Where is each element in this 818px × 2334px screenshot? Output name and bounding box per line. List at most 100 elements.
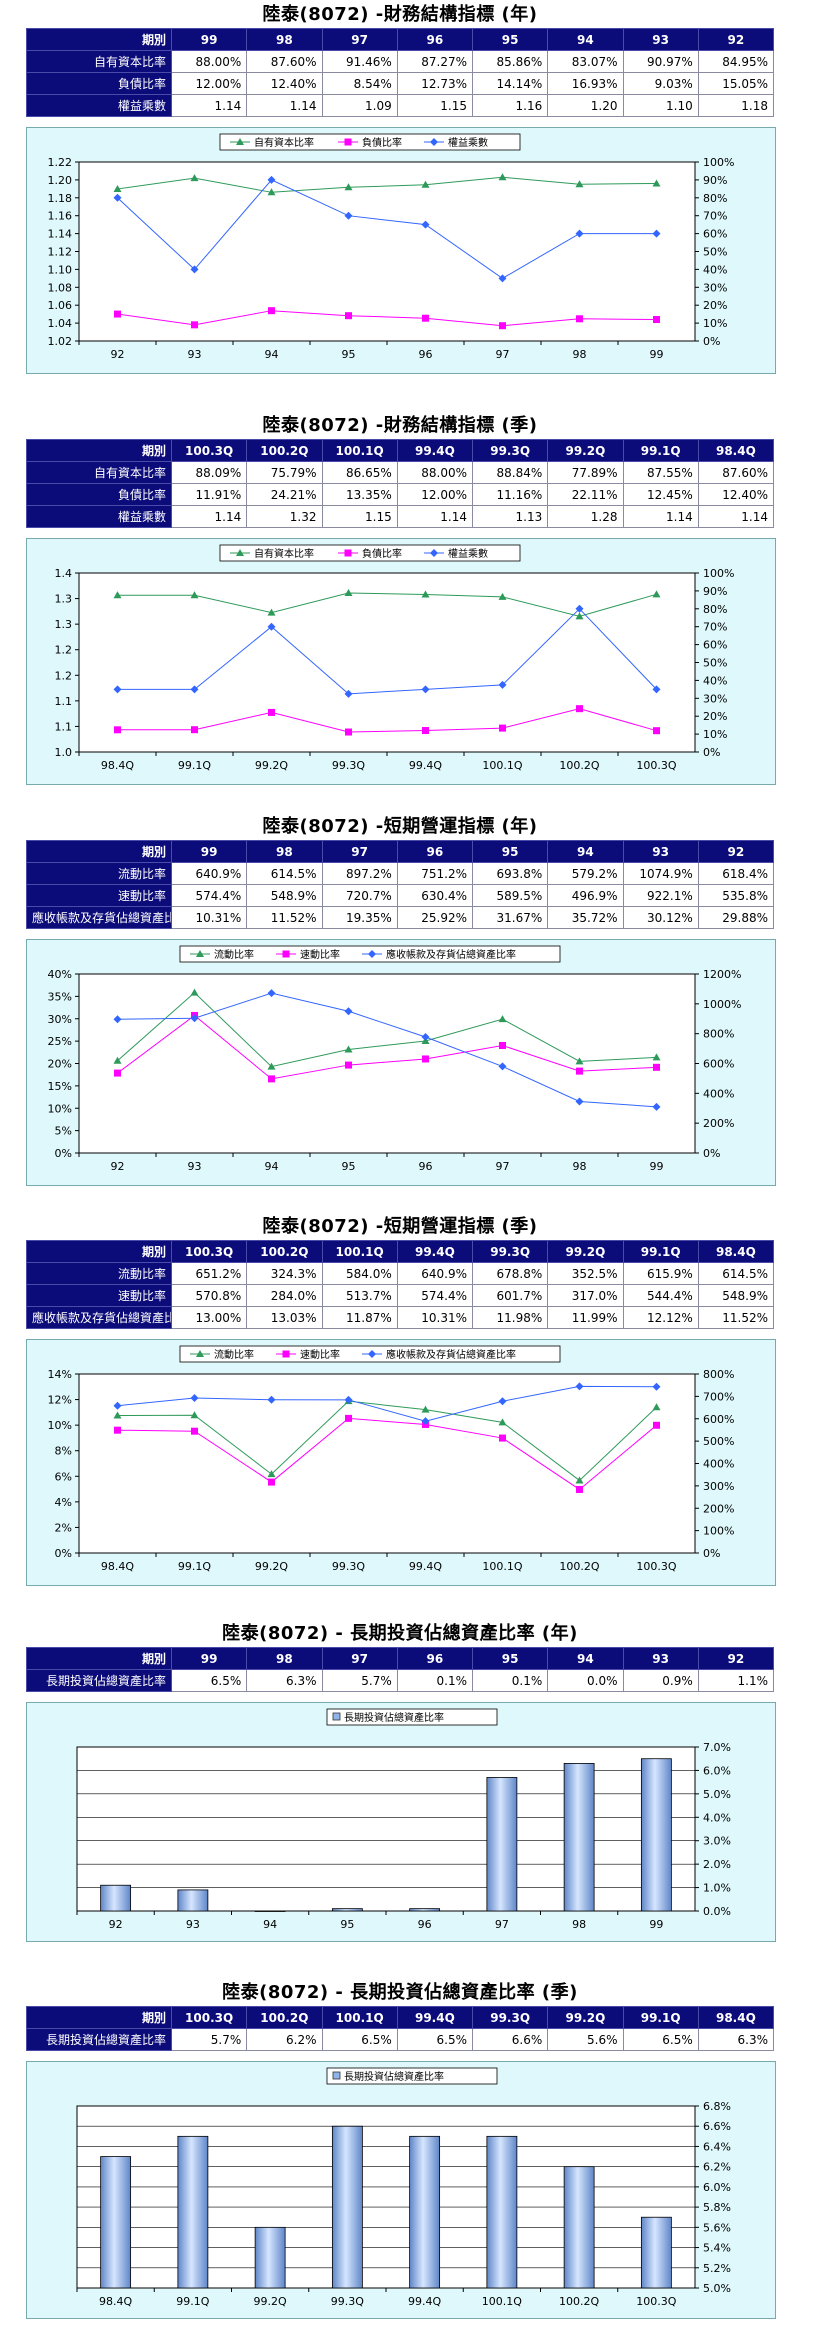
row-label: 應收帳款及存貨佔總資產比率 xyxy=(26,906,172,929)
section-title: 陸泰(8072) -財務結構指標 (年) xyxy=(262,4,538,25)
data-point xyxy=(344,1007,353,1016)
table-cell: 1.14 xyxy=(170,94,248,117)
table-cell: 6.5% xyxy=(170,1669,248,1692)
data-point xyxy=(268,307,275,315)
data-point xyxy=(344,549,352,557)
data-table: 期別 99 98 97 96 95 94 93 92 流動比率 640.9% 614.5% 897.2%… xyxy=(26,840,775,929)
bar xyxy=(177,2135,209,2289)
data-point xyxy=(422,727,429,735)
data-point xyxy=(421,685,430,694)
chart-area: 流動比率 速動比率 應收帳款及存貨佔總資產比率 0% 5% 10% 15% 20% 25% 30%… xyxy=(26,939,776,1186)
column-header: 93 xyxy=(622,840,699,863)
x-tick-label: 93 xyxy=(186,1918,200,1931)
table-cell: 12.40% xyxy=(246,72,323,95)
column-header: 99.4Q xyxy=(396,2006,474,2029)
table-cell: 15.05% xyxy=(697,72,775,95)
x-tick-label: 100.2Q xyxy=(559,1560,599,1573)
series-line xyxy=(117,992,657,1108)
data-point xyxy=(190,591,199,599)
data-point xyxy=(113,1411,122,1419)
chart-svg: 長期投資佔總資產比率 5.0% 5.2% 5.4% 5.6% 5.8% 6.0% 6.2% 6.… xyxy=(76,2067,731,2308)
y-tick-label: 35% xyxy=(48,990,72,1003)
table-cell: 615.9% xyxy=(622,1262,699,1285)
data-point xyxy=(498,173,507,181)
column-header: 99.2Q xyxy=(547,1240,624,1263)
table-cell: 29.88% xyxy=(697,906,775,929)
column-header: 100.2Q xyxy=(246,439,323,462)
series-line xyxy=(117,1417,657,1491)
y-tick-label: 8% xyxy=(55,1445,72,1458)
table-cell: 13.35% xyxy=(321,483,398,506)
data-point xyxy=(653,727,660,735)
data-point xyxy=(652,590,661,598)
data-point xyxy=(267,1062,276,1070)
chart-svg: 流動比率 速動比率 應收帳款及存貨佔總資產比率 0% 5% 10% 15% 20% 25% 30%… xyxy=(48,945,741,1173)
row-label: 速動比率 xyxy=(26,1284,172,1307)
chart-area: 自有資本比率 負債比率 權益乘數 1.0 1.1 1.1 1.2 1.2 1.3 1.3 1.4 0%… xyxy=(26,538,776,785)
column-header: 94 xyxy=(547,28,624,51)
data-point xyxy=(191,1427,198,1435)
table-cell: 284.0% xyxy=(246,1284,323,1307)
y-tick-label: 200% xyxy=(703,1502,734,1515)
column-header: 95 xyxy=(471,1647,549,1670)
table-cell: 12.00% xyxy=(396,483,474,506)
table-cell: 11.16% xyxy=(471,483,549,506)
section-long-term-investment-quarterly: 陸泰(8072) - 長期投資佔總資產比率 (季) 期別 100.3Q 100.2Q 1… xyxy=(26,1980,776,2319)
y-tick-label: 10% xyxy=(48,1419,72,1432)
x-tick-label: 98 xyxy=(573,348,587,361)
bar xyxy=(486,1777,518,1912)
table-cell: 84.95% xyxy=(697,50,775,73)
y-tick-label: 10% xyxy=(48,1102,72,1115)
y-tick-label: 0% xyxy=(703,335,720,348)
x-tick-label: 99.2Q xyxy=(254,2295,287,2308)
table-row: 應收帳款及存貨佔總資產比率10.31%11.52%19.35%25.92%31.… xyxy=(26,906,775,929)
table-row: 流動比率 651.2% 324.3% 584.0% 640.9% 678.8% 352.5%… xyxy=(26,1262,775,1285)
y-tick-label: 1.04 xyxy=(48,317,73,330)
column-header: 97 xyxy=(321,840,398,863)
bar xyxy=(254,2226,286,2289)
table-cell: 11.98% xyxy=(471,1306,549,1329)
row-label: 流動比率 xyxy=(26,862,172,885)
row-label: 流動比率 xyxy=(26,1262,172,1285)
chart-area: 流動比率 速動比率 應收帳款及存貨佔總資產比率 0% 2% 4% 6% 8% 10% 12% 14%… xyxy=(26,1339,776,1586)
x-tick-label: 100.3Q xyxy=(636,2295,676,2308)
data-table: 期別 100.3Q 100.2Q 100.1Q 99.4Q 99.3Q 99.2Q 99.1Q… xyxy=(26,439,775,528)
x-tick-label: 98.4Q xyxy=(99,2295,132,2308)
x-tick-label: 97 xyxy=(496,348,510,361)
legend-entry: 速動比率 xyxy=(300,1348,340,1361)
y-tick-label: 5.4% xyxy=(703,2242,731,2255)
table-cell: 352.5% xyxy=(547,1262,624,1285)
table-cell: 922.1% xyxy=(622,884,699,907)
x-tick-label: 92 xyxy=(111,348,125,361)
table-cell: 14.14% xyxy=(471,72,549,95)
x-tick-label: 99 xyxy=(650,348,664,361)
data-table: 期別 99 98 97 96 95 94 93 92 長期投資佔總資產比率 6.5% 6.3% 5.7%… xyxy=(26,1647,775,1692)
legend-entry: 應收帳款及存貨佔總資產比率 xyxy=(386,1348,516,1361)
x-tick-label: 97 xyxy=(495,1918,509,1931)
data-point xyxy=(345,1061,352,1069)
y-tick-label: 1.3 xyxy=(55,593,73,606)
series-line xyxy=(117,1014,657,1080)
series-line xyxy=(117,310,657,327)
data-point xyxy=(576,1067,583,1075)
y-tick-label: 30% xyxy=(703,692,727,705)
series-line xyxy=(117,991,657,1068)
x-tick-label: 94 xyxy=(265,1160,279,1173)
table-cell: 1074.9% xyxy=(622,862,699,885)
column-header: 99.2Q xyxy=(547,2006,624,2029)
table-cell: 614.5% xyxy=(246,862,323,885)
y-tick-label: 20% xyxy=(703,710,727,723)
table-row: 應收帳款及存貨佔總資產比率13.00%13.03%11.87%10.31%11.… xyxy=(26,1306,775,1329)
column-header: 94 xyxy=(547,840,624,863)
legend-entry: 負債比率 xyxy=(362,136,402,149)
y-tick-label: 100% xyxy=(703,567,734,580)
data-point xyxy=(576,315,583,323)
chart-legend: 長期投資佔總資產比率 xyxy=(326,2067,498,2085)
table-cell: 6.5% xyxy=(396,2028,474,2051)
table-cell: 1.13 xyxy=(471,505,549,528)
data-point xyxy=(267,622,276,631)
section-title: 陸泰(8072) -短期營運指標 (年) xyxy=(262,816,538,837)
y-tick-label: 1.02 xyxy=(48,335,73,348)
table-cell: 0.1% xyxy=(396,1669,474,1692)
y-tick-label: 70% xyxy=(703,210,727,223)
